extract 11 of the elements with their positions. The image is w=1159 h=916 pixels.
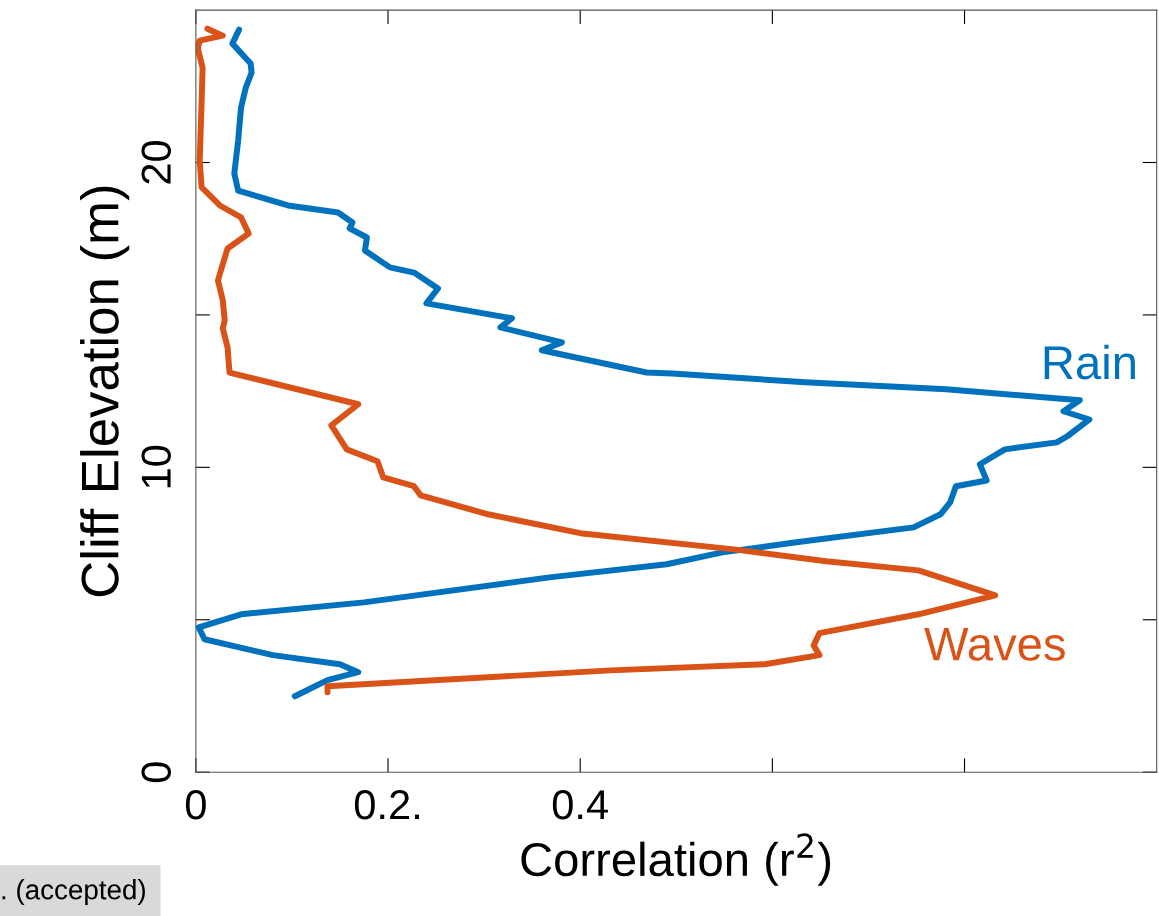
x-tick-label: 0.4	[552, 789, 608, 820]
y-tick-label: 20	[141, 140, 171, 184]
x-tick-label: 0.2.	[354, 789, 419, 820]
series-label: Rain	[1044, 344, 1135, 380]
text: . (accepted)	[2, 879, 145, 906]
y-tick-label: 10	[141, 445, 171, 488]
x-tick-label: 0	[185, 789, 206, 820]
series-label: Waves	[924, 627, 1065, 661]
x-axis-title: Correlation (r$^{2}$)	[521, 833, 831, 886]
y-tick-label: 0	[141, 762, 171, 783]
y-axis-title: Cliff Elevation (m)	[80, 186, 130, 597]
